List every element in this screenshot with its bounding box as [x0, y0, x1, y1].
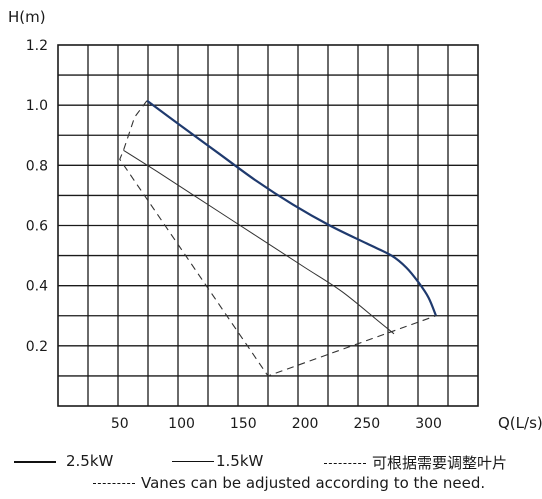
y-axis-label: H(m) [8, 8, 46, 26]
legend-swatch-dashed [324, 463, 366, 464]
legend-label-1-5kw: 1.5kW [216, 452, 264, 470]
plot-frame [57, 44, 479, 407]
y-tick-label: 0.2 [26, 339, 48, 355]
x-tick-label: 50 [111, 416, 129, 430]
legend-label-vanes-cn: 可根据需要调整叶片 [372, 454, 508, 472]
legend-item-2-5kw: 2.5kW [14, 452, 113, 470]
chart-svg: 0.2 0.4 0.6 0.8 1.0 1.2 50 100 150 200 250 300 H(m) Q… [8, 8, 542, 432]
series-line-solid-thin [123, 149, 395, 335]
legend-label-2-5kw: 2.5kW [66, 452, 114, 470]
legend-item-vanes-cn: 可根据需要调整叶片 [324, 452, 507, 473]
series-line-solid-thick [146, 99, 438, 317]
x-tick-label: 100 [168, 416, 195, 430]
x-tick-label: 300 [415, 416, 442, 430]
y-tick-label: 1.0 [26, 98, 48, 114]
x-tick-label: 150 [230, 416, 257, 430]
legend-item-1-5kw: 1.5kW [172, 452, 263, 470]
y-tick-label: 0.4 [26, 279, 48, 295]
legend-swatch-solid-thin [172, 461, 214, 462]
y-tick-label: 0.6 [26, 219, 48, 235]
x-tick-label: 200 [292, 416, 319, 430]
x-tick-label: 250 [353, 416, 380, 430]
series-line-dashed [119, 100, 437, 377]
legend-swatch-dashed-en [93, 483, 135, 484]
y-tick-label: 1.2 [26, 38, 48, 54]
legend-item-vanes-en: Vanes can be adjusted according to the n… [93, 474, 485, 492]
legend-swatch-solid-thick [14, 460, 56, 463]
legend-label-vanes-en: Vanes can be adjusted according to the n… [141, 474, 486, 492]
y-tick-label: 0.8 [26, 158, 48, 174]
chart: 0.2 0.4 0.6 0.8 1.0 1.2 50 100 150 200 250 300 H(m) Q… [8, 8, 542, 432]
x-axis-label: Q(L/s) [498, 414, 542, 430]
